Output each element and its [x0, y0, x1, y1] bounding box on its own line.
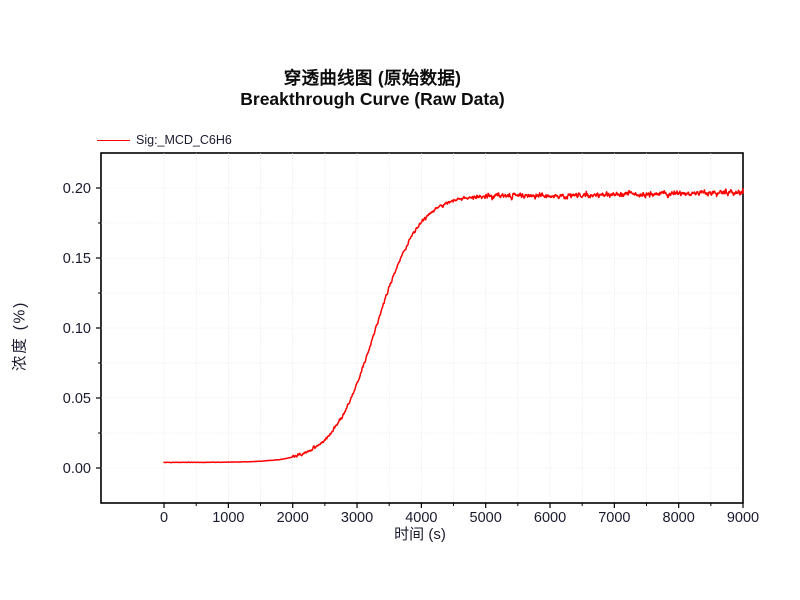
- svg-text:0.20: 0.20: [63, 181, 91, 197]
- svg-text:5000: 5000: [470, 510, 502, 526]
- svg-text:0.00: 0.00: [63, 461, 91, 477]
- svg-text:0.10: 0.10: [63, 321, 91, 337]
- svg-text:7000: 7000: [598, 510, 630, 526]
- svg-text:0.05: 0.05: [63, 391, 91, 407]
- svg-text:9000: 9000: [727, 510, 759, 526]
- svg-text:6000: 6000: [534, 510, 566, 526]
- svg-text:1000: 1000: [212, 510, 244, 526]
- svg-text:8000: 8000: [663, 510, 695, 526]
- svg-text:0: 0: [160, 510, 168, 526]
- svg-text:2000: 2000: [277, 510, 309, 526]
- svg-text:3000: 3000: [341, 510, 373, 526]
- svg-text:4000: 4000: [405, 510, 437, 526]
- svg-text:0.15: 0.15: [63, 251, 91, 267]
